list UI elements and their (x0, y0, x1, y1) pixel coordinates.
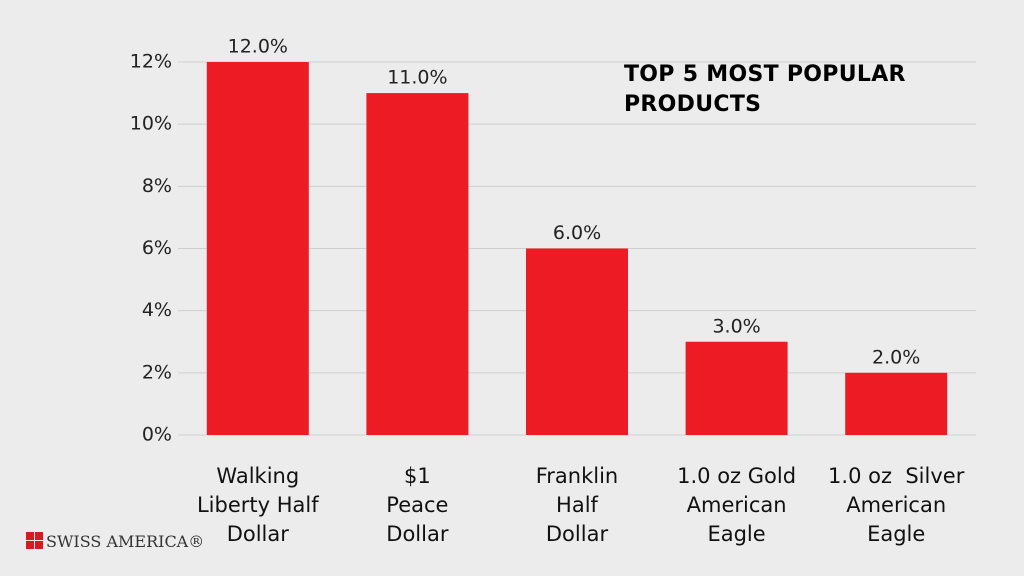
y-tick-label: 12% (130, 51, 172, 73)
bar (206, 62, 309, 435)
data-label: 6.0% (553, 222, 601, 244)
y-tick-label: 6% (142, 237, 172, 259)
logo-icon (26, 532, 43, 549)
chart-title: TOP 5 MOST POPULAR PRODUCTS (624, 62, 906, 117)
data-label: 11.0% (387, 67, 447, 89)
bar (845, 372, 948, 435)
y-tick-label: 0% (142, 424, 172, 446)
y-tick-label: 4% (142, 299, 172, 321)
x-tick-label: 1.0 oz Gold American Eagle (677, 464, 797, 546)
y-tick-label: 10% (130, 113, 172, 135)
logo: SWISS AMERICA® (46, 532, 205, 551)
bar (526, 248, 628, 435)
data-label: 12.0% (228, 36, 288, 58)
y-tick-label: 8% (142, 175, 172, 197)
data-label: 3.0% (712, 315, 760, 337)
bar (685, 341, 788, 435)
bar (366, 93, 469, 435)
x-tick-label: Franklin Half Dollar (535, 464, 619, 546)
data-label: 2.0% (872, 346, 920, 368)
y-tick-label: 2% (142, 361, 172, 383)
x-tick-label: 1.0 oz Silver American Eagle (828, 464, 965, 546)
x-tick-label: $1 Peace Dollar (386, 464, 449, 546)
x-tick-label: Walking Liberty Half Dollar (196, 464, 319, 546)
